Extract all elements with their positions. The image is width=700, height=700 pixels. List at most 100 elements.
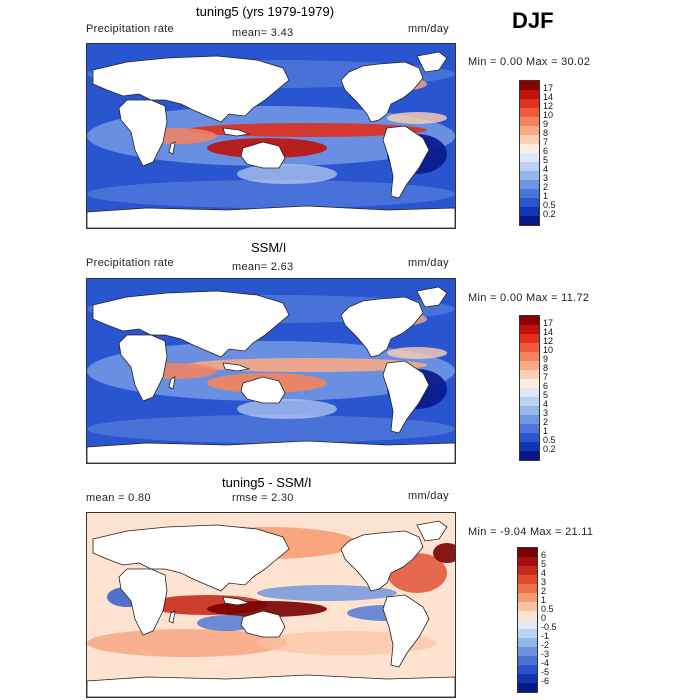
continent-outline xyxy=(340,530,424,592)
colorbar-swatch xyxy=(518,674,537,683)
continent-outline xyxy=(92,290,290,358)
panel3-rmse: rmse = 2.30 xyxy=(232,492,294,504)
colorbar-swatch xyxy=(520,144,539,153)
colorbar-swatch xyxy=(518,611,537,620)
colorbar-swatch xyxy=(518,647,537,656)
panel2-mean: mean= 2.63 xyxy=(232,261,294,273)
colorbar-label: 4 xyxy=(543,399,549,409)
panel2-map xyxy=(86,278,456,464)
colorbar-label: -1 xyxy=(541,631,550,641)
colorbar-swatch xyxy=(520,343,539,352)
colorbar-swatch xyxy=(518,629,537,638)
continent-outline xyxy=(87,674,455,697)
colorbar-swatch xyxy=(518,566,537,575)
colorbar-label: 2 xyxy=(543,417,549,427)
precip-field xyxy=(237,164,337,184)
precip-field xyxy=(87,180,455,208)
colorbar-label: 0 xyxy=(541,613,547,623)
continent-outline xyxy=(382,360,430,434)
panel1-title: tuning5 (yrs 1979-1979) xyxy=(196,4,335,19)
colorbar-label: 3 xyxy=(543,173,549,183)
panel2-units: mm/day xyxy=(408,257,449,269)
colorbar-label: 6 xyxy=(543,146,549,156)
colorbar-label: 7 xyxy=(543,372,549,382)
colorbar-label: 5 xyxy=(543,155,549,165)
colorbar-swatch xyxy=(520,117,539,126)
colorbar-label: -5 xyxy=(541,667,550,677)
colorbar-swatch xyxy=(518,584,537,593)
panel1-variable: Precipitation rate xyxy=(86,23,174,35)
colorbar-swatch xyxy=(520,451,539,460)
colorbar-swatch xyxy=(520,361,539,370)
colorbar-label: -6 xyxy=(541,676,550,686)
colorbar-swatch xyxy=(520,207,539,216)
colorbar-swatch xyxy=(520,90,539,99)
panel1-units: mm/day xyxy=(408,23,449,35)
precip-field xyxy=(257,585,397,601)
colorbar-swatch xyxy=(520,406,539,415)
panel3-min-max: Min = -9.04 Max = 21.11 xyxy=(468,526,594,538)
colorbar-label: -2 xyxy=(541,640,550,650)
continent-outline xyxy=(240,141,286,169)
precip-field xyxy=(433,543,455,563)
continent-outline xyxy=(382,594,430,668)
colorbar-label: 2 xyxy=(543,182,549,192)
panel2-variable: Precipitation rate xyxy=(86,257,174,269)
colorbar-swatch xyxy=(520,189,539,198)
colorbar-swatch xyxy=(520,316,539,325)
colorbar-label: 12 xyxy=(543,101,554,111)
colorbar-swatch xyxy=(518,683,537,692)
panel3-title: tuning5 - SSM/I xyxy=(222,475,312,490)
panel3-units: mm/day xyxy=(408,490,449,502)
colorbar-swatch xyxy=(520,108,539,117)
colorbar-swatch xyxy=(518,620,537,629)
colorbar-swatch xyxy=(520,162,539,171)
colorbar-label: 8 xyxy=(543,363,549,373)
colorbar-label: 2 xyxy=(541,586,547,596)
continent-outline xyxy=(222,362,251,372)
colorbar-label: 6 xyxy=(541,550,547,560)
colorbar-swatch xyxy=(518,665,537,674)
continent-outline xyxy=(340,61,424,123)
panel2-min-max: Min = 0.00 Max = 11.72 xyxy=(468,292,590,304)
continent-outline xyxy=(87,205,455,228)
colorbar-label: -4 xyxy=(541,658,550,668)
colorbar-swatch xyxy=(520,153,539,162)
colorbar-swatch xyxy=(520,388,539,397)
panel3-map xyxy=(86,512,456,698)
colorbar-swatch xyxy=(518,548,537,557)
panel2-title: SSM/I xyxy=(251,240,287,255)
continent-outline xyxy=(240,376,286,404)
colorbar-swatch xyxy=(518,656,537,665)
continent-outline xyxy=(382,125,430,199)
colorbar-label: 4 xyxy=(543,164,549,174)
continent-outline xyxy=(168,376,176,390)
colorbar-label: -0.5 xyxy=(541,622,557,632)
continent-outline xyxy=(222,127,251,137)
continent-outline xyxy=(92,55,290,123)
continent-outline xyxy=(92,524,290,592)
continent-outline xyxy=(222,596,251,606)
season-label: DJF xyxy=(512,8,554,33)
colorbar-label: 17 xyxy=(543,318,554,328)
colorbar-label: 14 xyxy=(543,92,554,102)
colorbar-label: 0.2 xyxy=(543,209,556,219)
colorbar-label: 0.5 xyxy=(543,200,556,210)
colorbar-label: 8 xyxy=(543,128,549,138)
colorbar-label: -3 xyxy=(541,649,550,659)
colorbar-swatch xyxy=(520,334,539,343)
colorbar-swatch xyxy=(520,171,539,180)
colorbar-swatch xyxy=(520,415,539,424)
continent-outline xyxy=(87,440,455,463)
panel3-colorbar xyxy=(517,547,538,693)
colorbar-swatch xyxy=(520,325,539,334)
colorbar-label: 9 xyxy=(543,119,549,129)
colorbar-label: 14 xyxy=(543,327,554,337)
precip-field xyxy=(87,415,455,443)
colorbar-label: 1 xyxy=(543,191,549,201)
colorbar-swatch xyxy=(520,352,539,361)
continent-outline xyxy=(118,568,168,636)
precip-field xyxy=(237,399,337,419)
continent-outline xyxy=(118,99,168,167)
colorbar-swatch xyxy=(520,379,539,388)
